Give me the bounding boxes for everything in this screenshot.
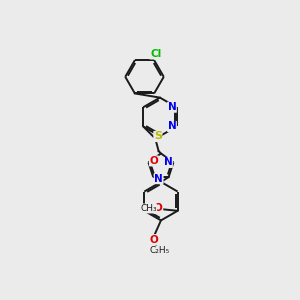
Text: N: N xyxy=(168,122,176,131)
Text: O: O xyxy=(149,156,158,166)
Text: O: O xyxy=(150,235,158,245)
Text: CH₃: CH₃ xyxy=(140,204,157,213)
Text: N: N xyxy=(168,102,176,112)
Text: C₂H₅: C₂H₅ xyxy=(149,246,170,255)
Text: O: O xyxy=(154,203,163,214)
Text: N: N xyxy=(154,174,163,184)
Text: N: N xyxy=(164,158,172,167)
Text: S: S xyxy=(154,131,162,142)
Text: Cl: Cl xyxy=(150,49,161,59)
